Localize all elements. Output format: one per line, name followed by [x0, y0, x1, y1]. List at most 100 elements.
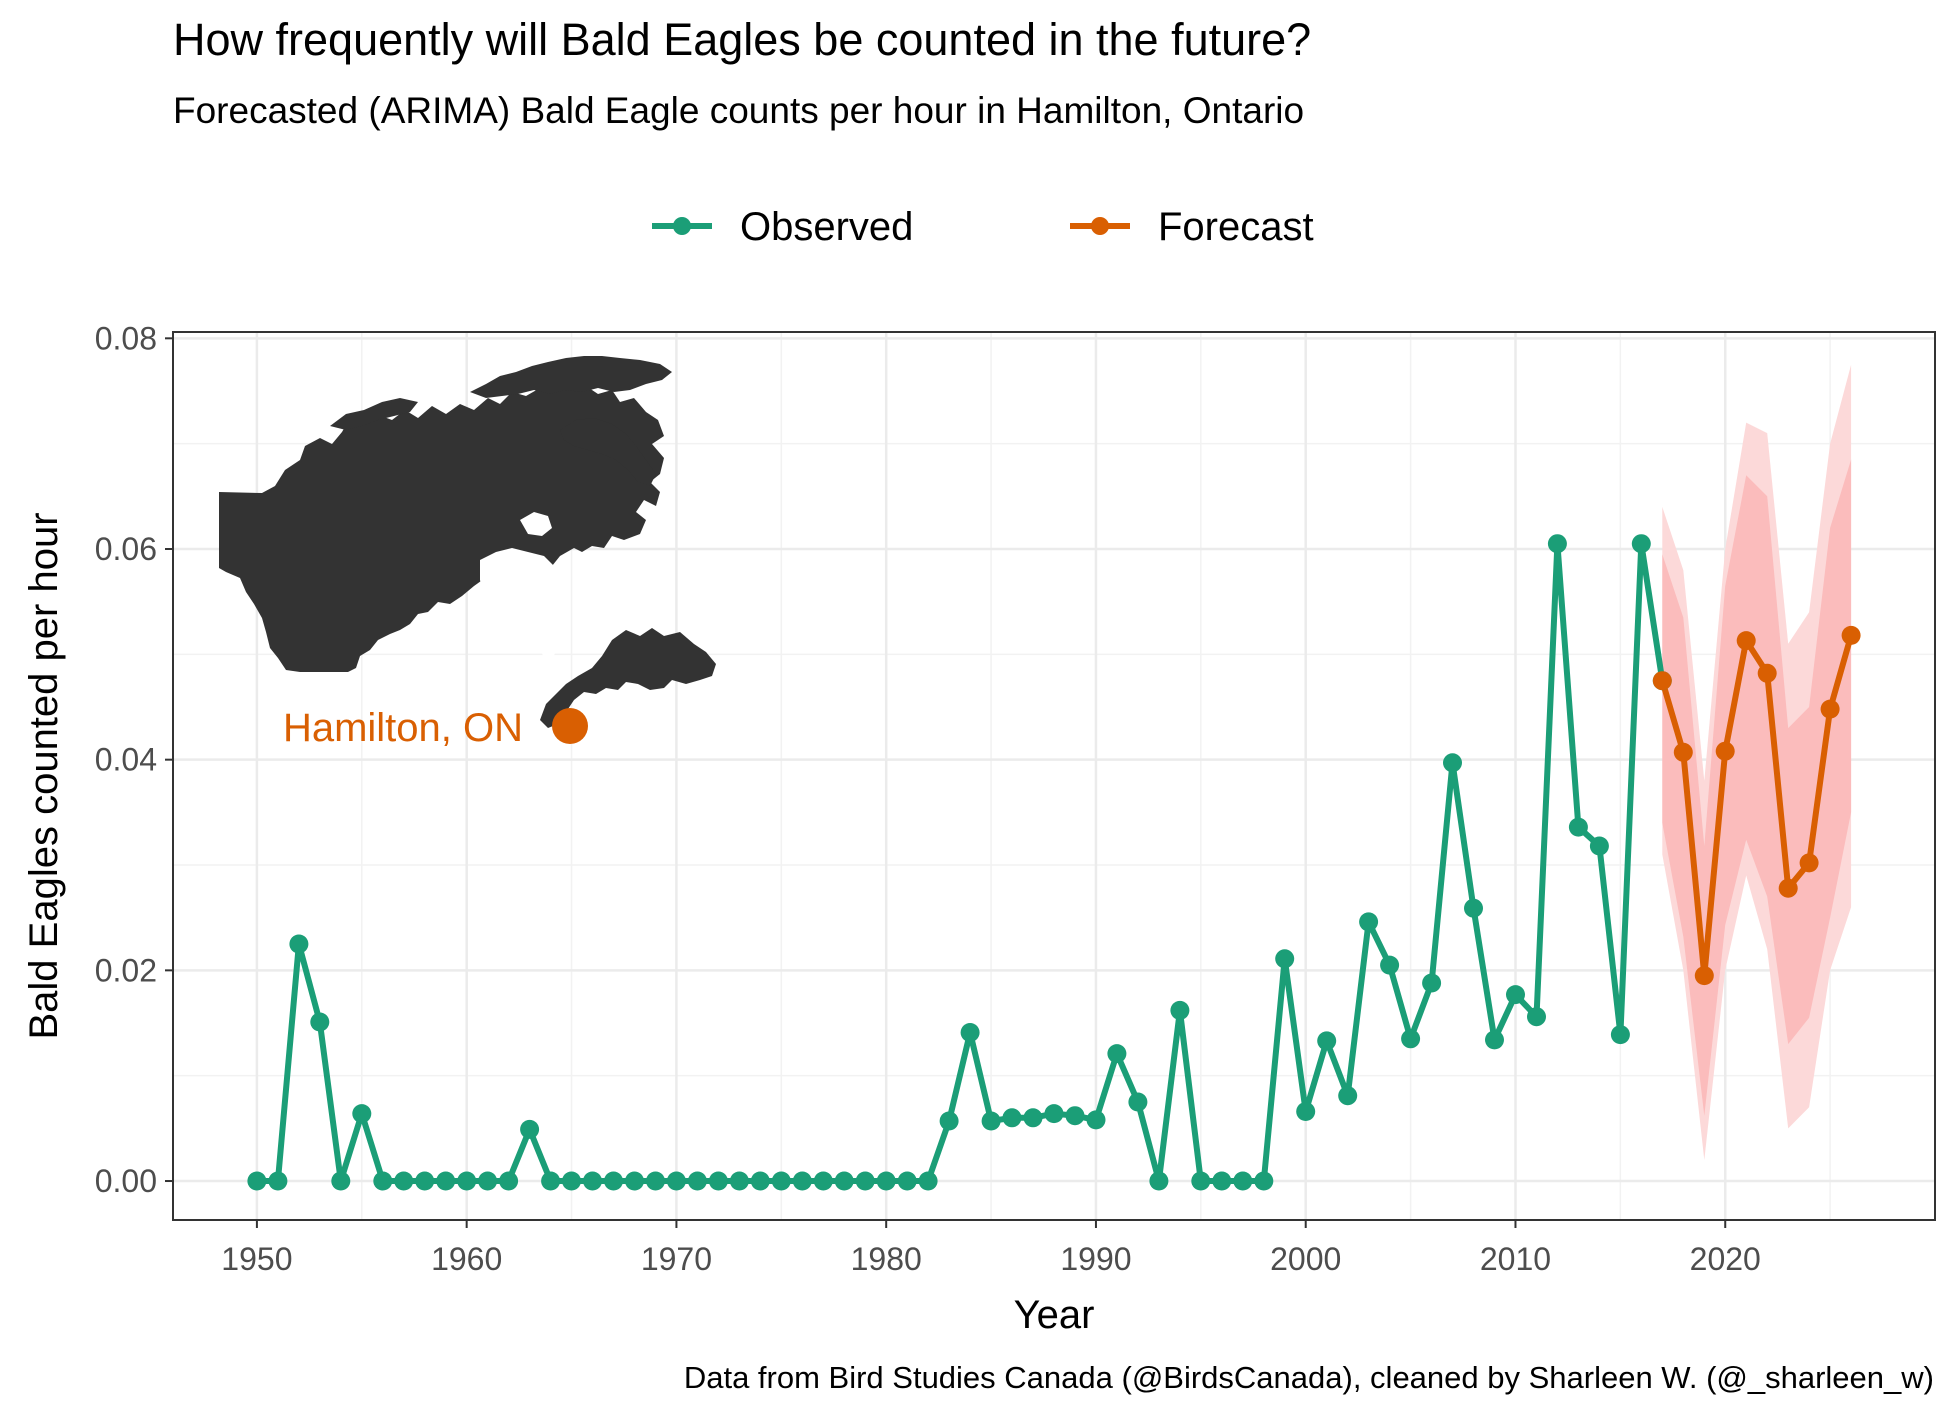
point-forecast	[1652, 671, 1672, 691]
point-observed	[771, 1171, 791, 1191]
point-observed	[876, 1171, 896, 1191]
point-observed	[583, 1171, 602, 1191]
point-forecast	[1820, 699, 1840, 719]
legend-label-observed: Observed	[740, 205, 913, 249]
chart-title: How frequently will Bald Eagles be count…	[173, 14, 1312, 65]
baffin-island-shape	[560, 418, 656, 486]
canada-map	[219, 356, 716, 728]
point-observed	[499, 1171, 519, 1191]
point-forecast	[1715, 741, 1735, 761]
x-tick-label: 2000	[1270, 1241, 1341, 1277]
point-observed	[247, 1171, 267, 1191]
point-observed	[457, 1171, 477, 1191]
point-observed	[1002, 1108, 1022, 1128]
point-observed	[897, 1171, 917, 1191]
point-observed	[1107, 1044, 1127, 1064]
legend-key-forecast-point	[1091, 217, 1109, 235]
point-observed	[708, 1171, 728, 1191]
point-observed	[1464, 898, 1483, 918]
point-observed	[1275, 949, 1295, 969]
point-observed	[394, 1171, 414, 1191]
chart-subtitle: Forecasted (ARIMA) Bald Eagle counts per…	[173, 90, 1305, 131]
x-axis-title: Year	[1014, 1293, 1095, 1337]
point-observed	[981, 1111, 1001, 1131]
legend-item-forecast: Forecast	[1070, 205, 1314, 249]
point-observed	[1338, 1086, 1358, 1106]
point-observed	[750, 1171, 770, 1191]
point-observed	[792, 1171, 812, 1191]
point-forecast	[1778, 878, 1798, 898]
point-observed	[1191, 1171, 1211, 1191]
point-observed	[373, 1171, 393, 1191]
james-bay-shape	[540, 628, 556, 662]
x-tick-label: 1960	[431, 1241, 502, 1277]
y-tick-label: 0.00	[95, 1163, 157, 1199]
point-observed	[478, 1171, 498, 1191]
point-observed	[541, 1171, 561, 1191]
point-observed	[1170, 1000, 1190, 1020]
point-observed	[352, 1104, 372, 1124]
point-observed	[436, 1171, 456, 1191]
point-observed	[1086, 1110, 1106, 1130]
point-observed	[855, 1171, 875, 1191]
point-observed	[562, 1171, 581, 1191]
x-tick-label: 1980	[851, 1241, 922, 1277]
y-axis-title: Bald Eagles counted per hour	[22, 512, 66, 1039]
point-observed	[268, 1171, 288, 1191]
x-tick-label: 1990	[1060, 1241, 1131, 1277]
hudson-bay	[480, 512, 570, 662]
point-forecast	[1799, 853, 1819, 873]
legend-key-observed-point	[673, 217, 691, 235]
hamilton-label: Hamilton, ON	[283, 706, 523, 750]
y-axis: 0.00 0.02 0.04 0.06 0.08	[95, 320, 173, 1199]
point-observed	[687, 1171, 707, 1191]
point-observed	[1422, 973, 1442, 993]
chart-caption: Data from Bird Studies Canada (@BirdsCan…	[683, 1360, 1934, 1395]
point-observed	[813, 1171, 833, 1191]
plot-border	[172, 331, 1936, 1221]
point-observed	[666, 1171, 686, 1191]
point-observed	[646, 1171, 665, 1191]
legend: Observed Forecast	[652, 205, 1314, 249]
point-observed	[415, 1171, 435, 1191]
point-forecast	[1757, 663, 1777, 683]
point-observed	[520, 1119, 540, 1139]
point-observed	[1589, 836, 1609, 856]
arctic-islands-shape	[470, 356, 672, 398]
point-observed	[1506, 985, 1525, 1005]
point-forecast	[1841, 625, 1861, 645]
point-observed	[1023, 1108, 1043, 1128]
y-tick-label: 0.04	[95, 742, 157, 778]
point-observed	[625, 1171, 644, 1191]
point-observed	[1631, 534, 1651, 554]
arctic-islands-west-shape	[330, 398, 418, 430]
point-observed	[1128, 1092, 1148, 1112]
point-observed	[1610, 1025, 1630, 1045]
point-observed	[289, 934, 309, 954]
y-tick-label: 0.02	[95, 952, 157, 988]
point-observed	[960, 1023, 980, 1042]
point-forecast	[1694, 966, 1714, 986]
hamilton-marker	[552, 708, 588, 744]
legend-item-observed: Observed	[652, 205, 913, 249]
point-observed	[1547, 534, 1567, 554]
point-observed	[729, 1171, 749, 1191]
foxe-basin-shape	[520, 512, 552, 536]
x-tick-label: 1950	[221, 1241, 292, 1277]
point-forecast	[1736, 631, 1756, 651]
point-observed	[310, 1012, 330, 1032]
x-tick-label: 1970	[641, 1241, 712, 1277]
point-observed	[1527, 1007, 1546, 1027]
point-observed	[834, 1171, 854, 1191]
point-observed	[331, 1171, 351, 1191]
point-observed	[1317, 1031, 1337, 1051]
canada-east-coast-shape	[540, 628, 716, 728]
point-observed	[1485, 1030, 1504, 1050]
point-observed	[1254, 1171, 1274, 1191]
x-tick-label: 2010	[1480, 1241, 1551, 1277]
point-observed	[1296, 1102, 1316, 1121]
point-observed	[1212, 1171, 1232, 1191]
x-axis: 1950 1960 1970 1980 1990 2000 2010 2020	[221, 1220, 1761, 1277]
point-observed	[1359, 912, 1379, 932]
